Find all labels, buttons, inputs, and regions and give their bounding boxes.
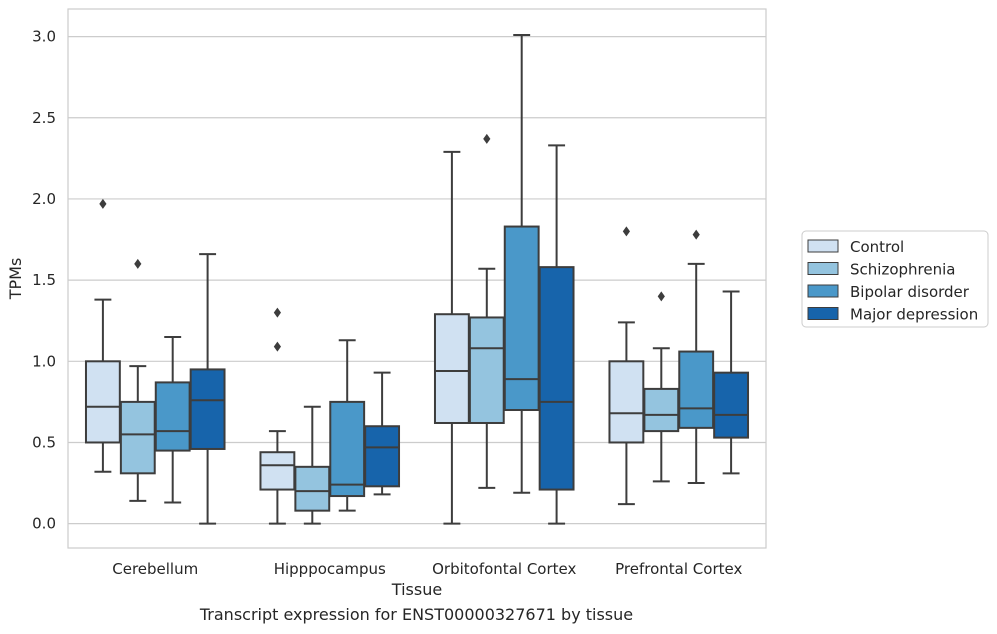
outlier-point [483, 133, 491, 144]
y-tick-label: 2.5 [32, 109, 56, 127]
y-tick-label: 2.0 [32, 190, 56, 208]
legend-label: Control [850, 238, 904, 256]
legend-label: Major depression [850, 306, 978, 324]
y-tick-label: 1.5 [32, 271, 56, 289]
iqr-box [259, 451, 296, 491]
box [189, 253, 226, 525]
iqr-box [468, 316, 505, 424]
series-schizophrenia [119, 133, 680, 525]
y-tick-label: 3.0 [32, 28, 56, 46]
outlier-point [657, 291, 665, 302]
legend-item: Major depression [807, 306, 978, 324]
box [294, 405, 331, 525]
legend-item: Bipolar disorder [807, 283, 970, 301]
x-tick-label: Cerebellum [112, 560, 198, 578]
outlier-point [273, 341, 281, 352]
box [119, 258, 156, 502]
iqr-box [84, 360, 121, 444]
legend-item: Schizophrenia [807, 261, 955, 279]
box-series [84, 33, 750, 525]
series-bipolar-disorder [154, 33, 715, 512]
iqr-box [713, 371, 750, 439]
box [433, 150, 470, 525]
iqr-box [678, 350, 715, 429]
outlier-point [99, 198, 107, 209]
series-major-depression [189, 144, 750, 525]
box [329, 339, 366, 512]
iqr-box [294, 465, 331, 512]
box [154, 335, 191, 504]
iqr-box [608, 360, 645, 444]
box [84, 198, 121, 473]
y-tick-label: 0.0 [32, 515, 56, 533]
box [364, 371, 401, 496]
outlier-point [273, 307, 281, 318]
iqr-box [189, 368, 226, 450]
box [468, 133, 505, 489]
box [713, 290, 750, 475]
y-tick-labels: 0.0 0.5 1.0 1.5 2.0 2.5 3.0 [32, 28, 56, 533]
box [643, 291, 680, 483]
box [503, 33, 540, 494]
legend-swatch [807, 262, 839, 275]
box [608, 226, 645, 506]
iqr-box [364, 425, 401, 488]
legend-item: Control [807, 238, 904, 256]
legend-frame [801, 230, 989, 328]
legend-label: Bipolar disorder [850, 283, 970, 301]
box [678, 229, 715, 485]
series-control [84, 150, 645, 525]
x-tick-labels: Cerebellum Hipppocampus Orbitofontal Corte… [112, 560, 742, 578]
legend-label: Schizophrenia [850, 261, 955, 279]
x-tick-label: Orbitofontal Cortex [432, 560, 576, 578]
iqr-box [538, 266, 575, 491]
iqr-box [329, 400, 366, 498]
box [259, 307, 296, 525]
x-axis-label: Tissue [391, 580, 442, 599]
box [538, 144, 575, 525]
plot-frame [67, 8, 767, 549]
x-tick-label: Prefrontal Cortex [615, 560, 742, 578]
legend: Control Schizophrenia Bipolar disorder Majo… [801, 230, 989, 328]
y-axis-label: TPMs [6, 258, 25, 301]
outlier-point [692, 229, 700, 240]
legend-swatch [807, 284, 839, 298]
y-tick-label: 1.0 [32, 352, 56, 370]
y-tick-label: 0.5 [32, 433, 56, 451]
iqr-box [154, 381, 191, 452]
iqr-box [119, 400, 156, 475]
figure-caption: Transcript expression for ENST0000032767… [199, 605, 634, 624]
iqr-box [643, 387, 680, 433]
iqr-box [433, 313, 470, 424]
outlier-point [622, 226, 630, 237]
iqr-box [503, 225, 540, 412]
legend-swatch [807, 239, 839, 253]
outlier-point [134, 258, 142, 269]
legend-swatch [807, 307, 839, 320]
x-tick-label: Hipppocampus [274, 560, 386, 578]
